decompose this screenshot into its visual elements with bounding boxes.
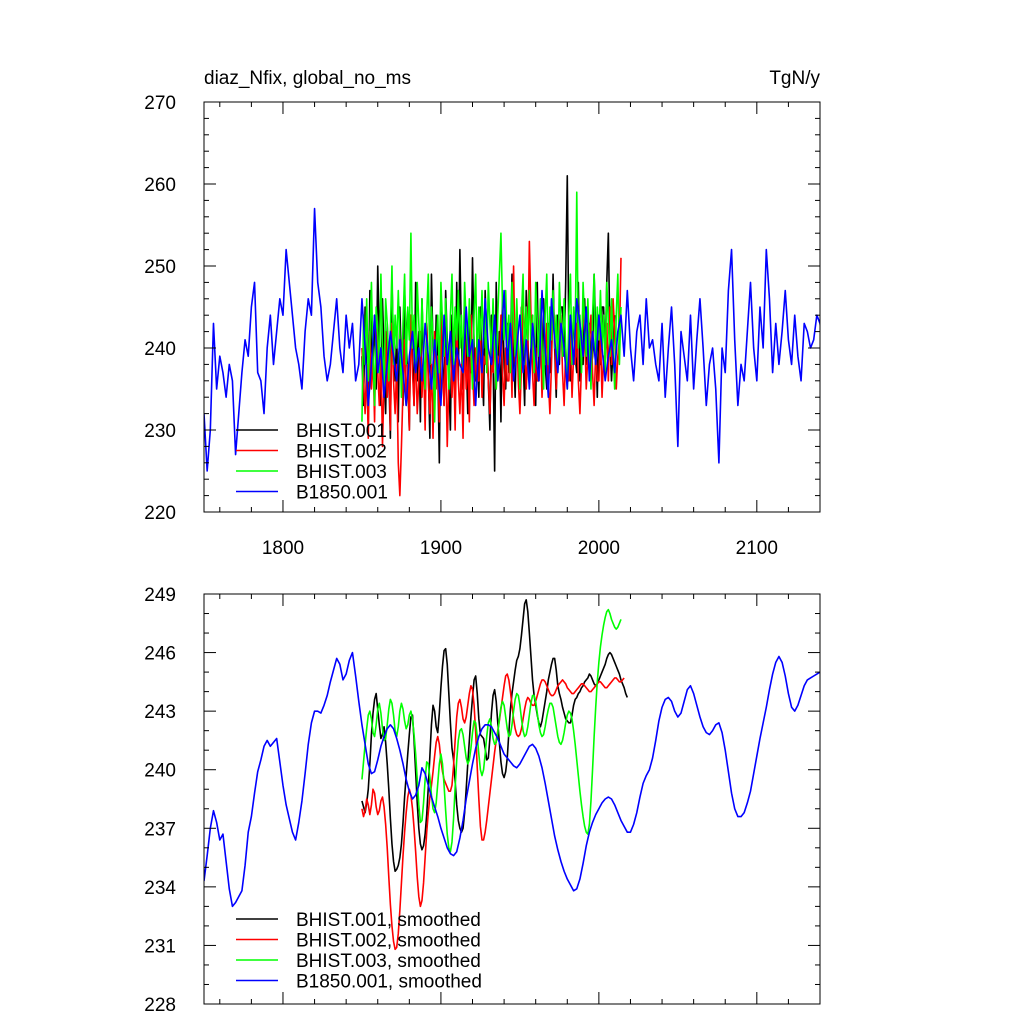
- y-tick-label: 231: [144, 936, 176, 957]
- units-label: TgN/y: [769, 68, 820, 89]
- y-tick-label: 249: [144, 585, 176, 606]
- series-lines: [204, 599, 820, 951]
- series-line-2: [361, 608, 622, 853]
- legend-label: BHIST.003, smoothed: [296, 951, 481, 972]
- chart-title: diaz_Nfix, global_no_ms: [204, 68, 411, 89]
- plot-frame: [203, 101, 821, 513]
- y-tick-label: 234: [144, 878, 176, 899]
- series-line-3: [204, 207, 820, 472]
- y-tick-label: 230: [144, 421, 176, 442]
- series-line-1: [361, 673, 625, 951]
- y-tick-label: 246: [144, 644, 176, 665]
- axis-ticks: 228 231 234 237 240 243 246 249: [144, 585, 821, 1016]
- top-panel: 1800 1900 2000 2100 220 230 240 250 260 270 diaz_N…: [144, 68, 821, 559]
- axis-ticks: 1800 1900 2000 2100 220 230 240 250 260 270: [144, 93, 821, 559]
- legend-label: B1850.001, smoothed: [296, 972, 482, 993]
- bottom-panel: 228 231 234 237 240 243 246 249 BHIST.001, smoot…: [144, 585, 821, 1016]
- plot-frame: [203, 593, 821, 1005]
- y-tick-label: 228: [144, 995, 176, 1016]
- y-tick-label: 260: [144, 175, 176, 196]
- x-tick-label: 2100: [736, 538, 778, 559]
- legend-label: BHIST.002, smoothed: [296, 931, 481, 952]
- series-lines: [204, 175, 820, 497]
- series-line-0: [361, 599, 629, 873]
- y-tick-label: 220: [144, 503, 176, 524]
- y-tick-label: 270: [144, 93, 176, 114]
- y-tick-label: 250: [144, 257, 176, 278]
- x-tick-label: 2000: [578, 538, 620, 559]
- legend-label: BHIST.001: [296, 421, 387, 442]
- y-tick-label: 240: [144, 761, 176, 782]
- y-tick-label: 237: [144, 819, 176, 840]
- y-tick-label: 240: [144, 339, 176, 360]
- legend-label: B1850.001: [296, 483, 388, 504]
- x-tick-label: 1800: [262, 538, 304, 559]
- y-tick-label: 243: [144, 702, 176, 723]
- series-line-3: [204, 651, 820, 908]
- legend-label: BHIST.001, smoothed: [296, 910, 481, 931]
- legend-label: BHIST.002: [296, 442, 387, 463]
- x-tick-label: 1900: [420, 538, 462, 559]
- legend-label: BHIST.003: [296, 462, 387, 483]
